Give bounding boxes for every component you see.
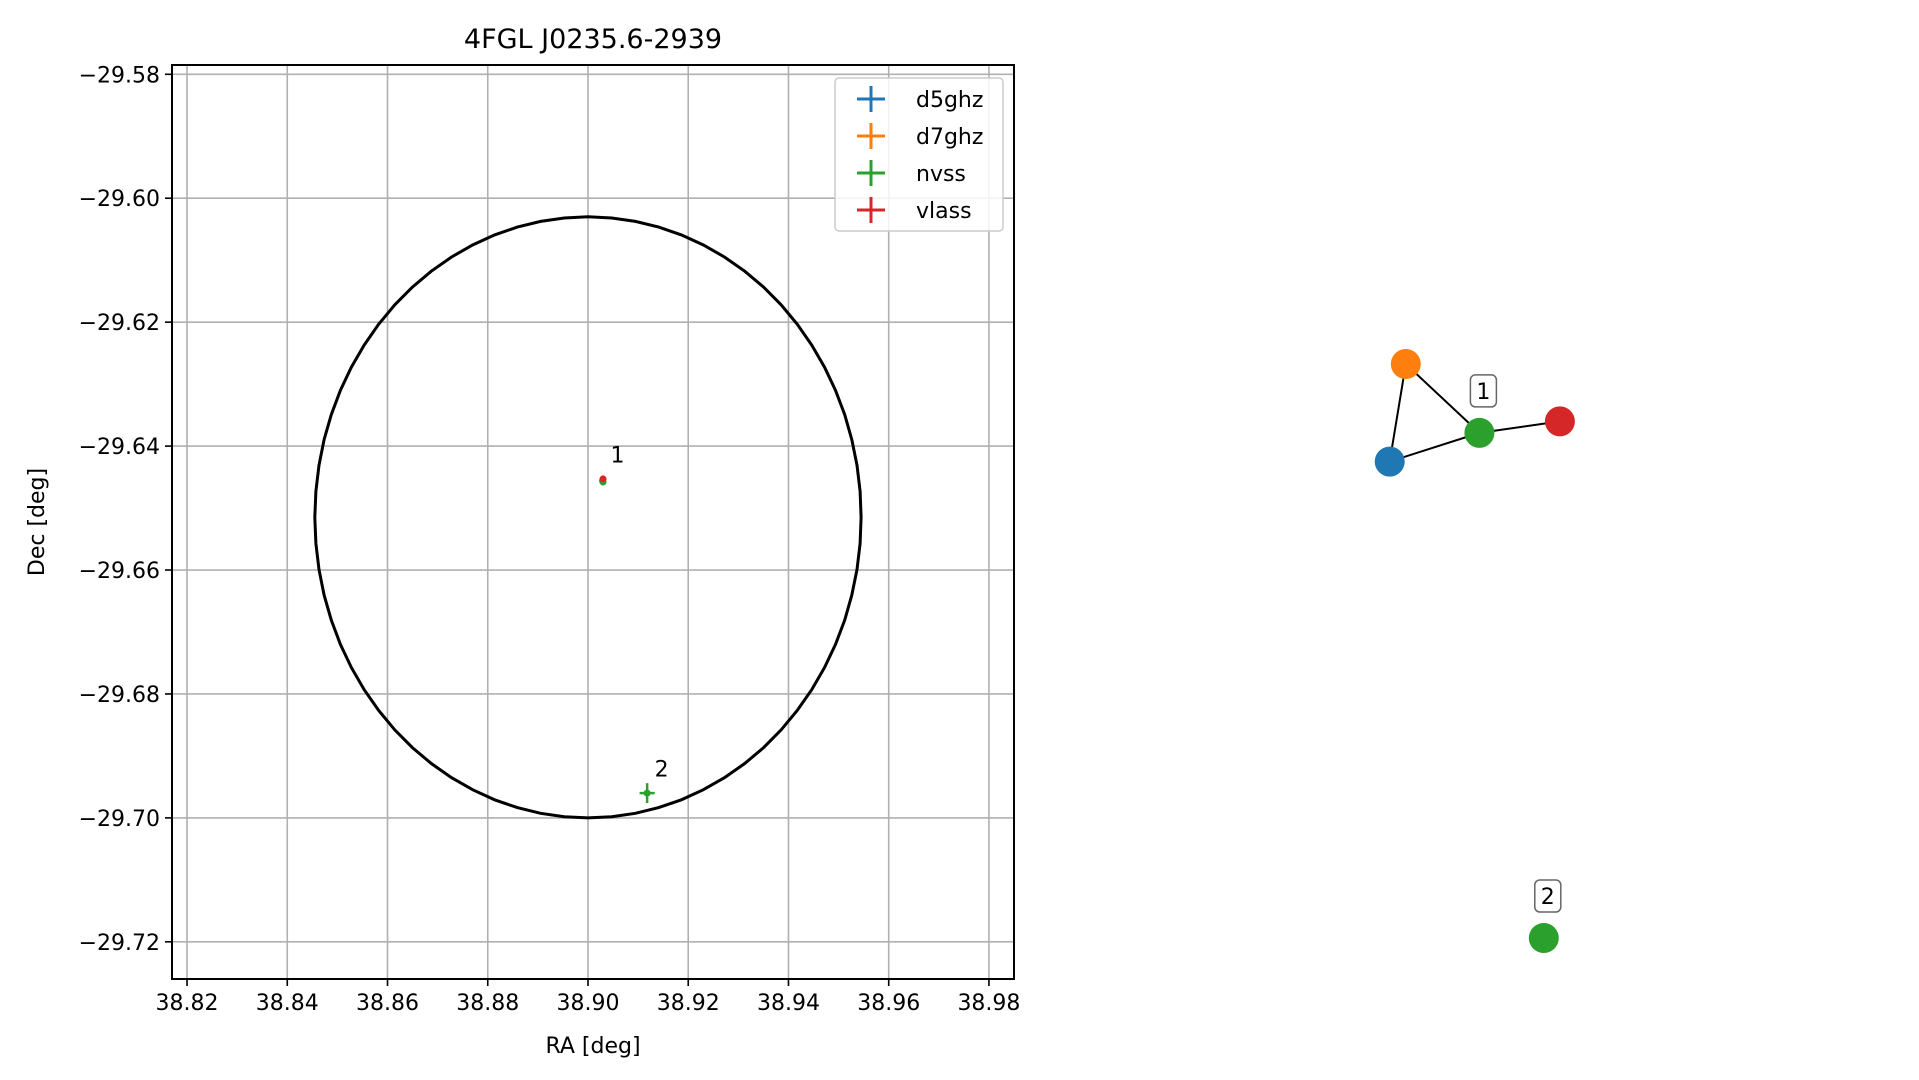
y-tick-label: −29.68 [79, 683, 160, 708]
plot-frame [171, 64, 1015, 980]
network-node-vlass [1544, 406, 1575, 437]
annotations: 12 [611, 444, 669, 783]
legend-label: d7ghz [916, 125, 983, 150]
network-node-d7ghz [1390, 349, 1421, 379]
network-node-nvss-2 [1528, 923, 1559, 953]
network-label-box [1469, 374, 1498, 408]
network-nodes [1374, 349, 1575, 953]
legend-box [834, 77, 1004, 232]
y-tick-label: −29.70 [79, 807, 160, 832]
network-label: 1 [1476, 380, 1490, 405]
network-panel: 12 [1374, 349, 1575, 953]
x-tick-label: 38.94 [757, 991, 820, 1016]
scatter-panel: 4FGL J0235.6-2939 12 38.82 38.84 38.86 38.8… [25, 24, 1020, 1059]
network-labels: 12 [1469, 374, 1562, 913]
y-tick-label: −29.72 [79, 931, 160, 956]
x-tick-label: 38.92 [657, 991, 720, 1016]
y-tick-label: −29.66 [79, 559, 160, 584]
x-tick-label: 38.88 [456, 991, 519, 1016]
y-axis-label: Dec [deg] [25, 468, 50, 576]
network-node-nvss-1 [1464, 417, 1495, 448]
error-bars [599, 475, 655, 804]
vlass-point [599, 475, 607, 483]
x-tick-label: 38.90 [556, 991, 619, 1016]
network-edge [1389, 431, 1480, 463]
x-tick-label: 38.86 [356, 991, 419, 1016]
x-tick-label: 38.98 [957, 991, 1020, 1016]
y-tick-label: −29.58 [79, 63, 160, 88]
network-edge [1405, 363, 1481, 434]
point-annotation: 1 [611, 444, 625, 469]
y-tick-label: −29.64 [79, 435, 160, 460]
x-tick-label: 38.84 [256, 991, 319, 1016]
legend-label: vlass [916, 199, 972, 224]
ticks: 38.82 38.84 38.86 38.88 38.90 38.92 38.94 38.96… [79, 63, 1021, 1016]
x-tick-label: 38.82 [156, 991, 219, 1016]
x-tick-label: 38.96 [857, 991, 920, 1016]
nvss-point [643, 789, 651, 797]
network-edge [1388, 363, 1407, 462]
legend: d5ghz d7ghz nvss vlass [834, 77, 1004, 232]
network-label-box [1534, 879, 1562, 913]
localization-ellipse [313, 215, 863, 820]
point-annotation: 2 [655, 758, 669, 783]
y-tick-label: −29.60 [79, 187, 160, 212]
x-axis-label: RA [deg] [545, 1034, 640, 1059]
legend-label: nvss [916, 162, 966, 187]
network-label: 2 [1541, 885, 1555, 910]
chart-title: 4FGL J0235.6-2939 [464, 24, 722, 55]
legend-label: d5ghz [916, 88, 983, 113]
y-tick-label: −29.62 [79, 311, 160, 336]
network-node-d5ghz [1374, 446, 1405, 477]
